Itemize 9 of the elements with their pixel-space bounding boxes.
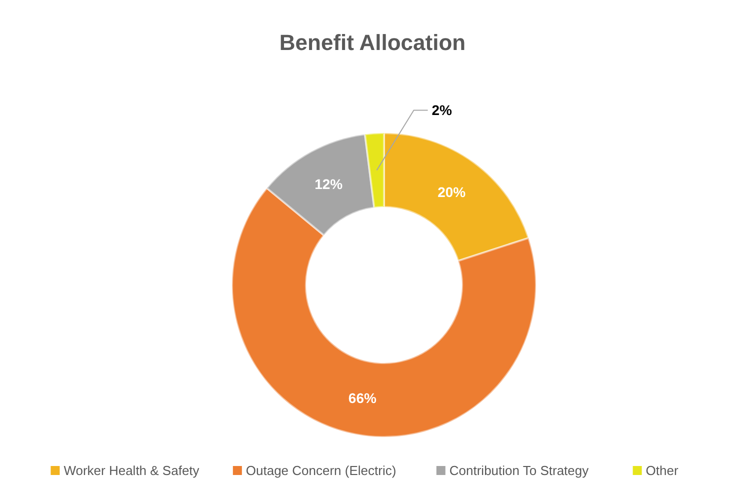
data-label: 20% (438, 184, 466, 200)
legend-label: Outage Concern (Electric) (246, 463, 396, 478)
chart-title: Benefit Allocation (279, 30, 466, 55)
legend-label: Other (646, 463, 679, 478)
legend-label: Worker Health & Safety (64, 463, 200, 478)
legend-label: Contribution To Strategy (449, 463, 590, 478)
data-label: 2% (432, 102, 453, 118)
data-label: 12% (314, 176, 344, 192)
data-label: 66% (348, 390, 378, 406)
